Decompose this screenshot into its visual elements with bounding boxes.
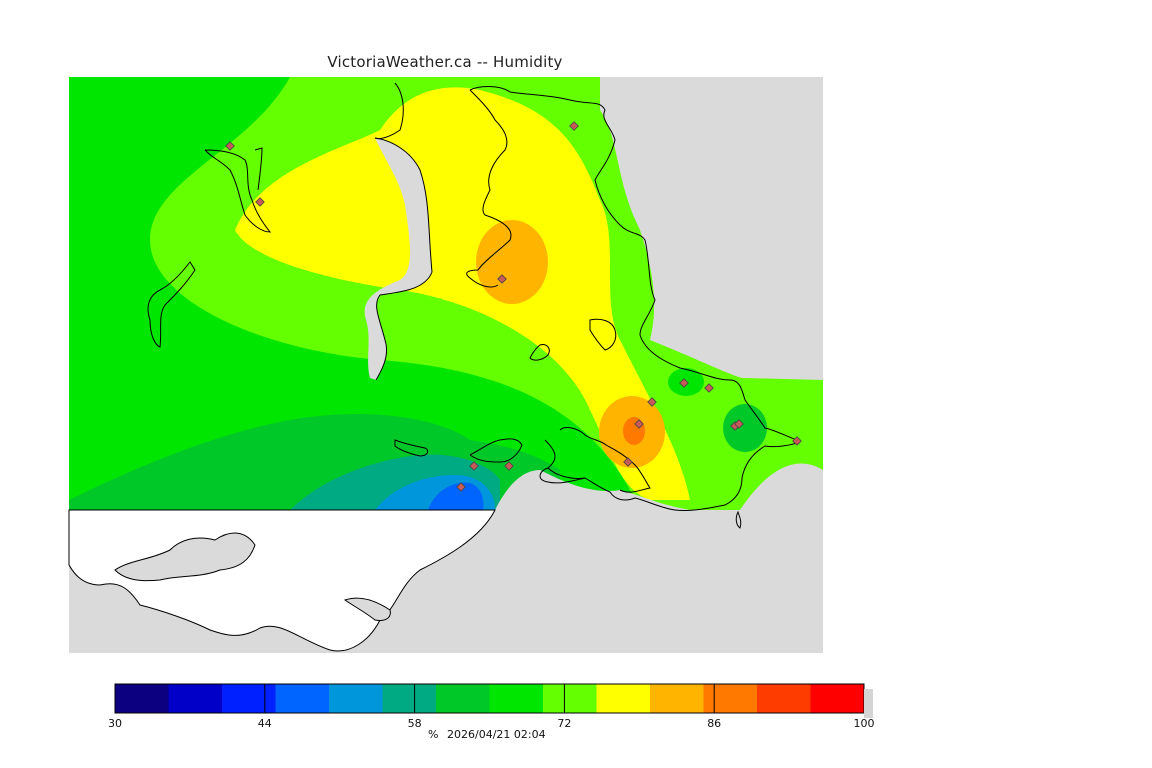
contour-60-east	[723, 404, 767, 452]
legend-color-box	[115, 684, 169, 713]
station-marker	[679, 378, 689, 388]
legend-unit: %	[428, 728, 438, 741]
contour-84-north	[476, 220, 548, 304]
station-marker	[634, 419, 644, 429]
legend-color-box	[168, 684, 223, 713]
legend-color-box	[275, 684, 330, 713]
legend-color-boxes	[114, 683, 865, 714]
station-marker	[647, 397, 657, 407]
legend-color-box	[222, 684, 276, 713]
legend-tick-label: 100	[854, 717, 875, 730]
water-south-strait	[495, 463, 823, 510]
dungeness-spit	[114, 532, 256, 582]
legend-tick-label: 30	[108, 717, 122, 730]
weather-stations	[225, 121, 802, 492]
legend-color-box	[382, 684, 437, 713]
legend-tick-labels: 30 44 58 72 86 100	[108, 684, 875, 730]
station-marker	[469, 461, 479, 471]
legend-shadow	[864, 689, 873, 718]
legend-color-box	[703, 684, 758, 713]
water-east-strait	[600, 77, 823, 380]
legend-tick-label: 44	[258, 717, 272, 730]
legend-tick-label: 86	[707, 717, 721, 730]
station-marker	[225, 141, 235, 151]
legend-tick-label: 58	[408, 717, 422, 730]
legend-color-box	[810, 684, 865, 713]
legend-color-box	[757, 684, 811, 713]
legend-color-box	[436, 684, 490, 713]
station-marker	[623, 457, 633, 467]
map-title: VictoriaWeather.ca -- Humidity	[327, 53, 563, 71]
water-saanich-inlet	[364, 138, 432, 380]
station-marker	[504, 461, 514, 471]
port-angeles-spit	[343, 597, 391, 621]
legend-tick-label: 72	[557, 717, 571, 730]
legend-color-box	[489, 684, 544, 713]
legend-timestamp: 2026/04/21 02:04	[447, 728, 546, 741]
station-marker	[734, 419, 744, 429]
contour-78-north	[235, 87, 690, 500]
station-marker	[255, 197, 265, 207]
humidity-map	[68, 77, 823, 653]
legend-color-box	[329, 684, 383, 713]
station-marker	[497, 274, 507, 284]
coastlines	[147, 82, 802, 529]
water-masks	[364, 77, 823, 510]
station-marker	[456, 482, 466, 492]
legend-color-box	[596, 684, 651, 713]
legend-color-box	[543, 684, 597, 713]
station-marker	[704, 383, 714, 393]
station-marker	[569, 121, 579, 131]
station-marker	[792, 436, 802, 446]
contour-45	[428, 482, 484, 510]
legend-color-box	[650, 684, 704, 713]
